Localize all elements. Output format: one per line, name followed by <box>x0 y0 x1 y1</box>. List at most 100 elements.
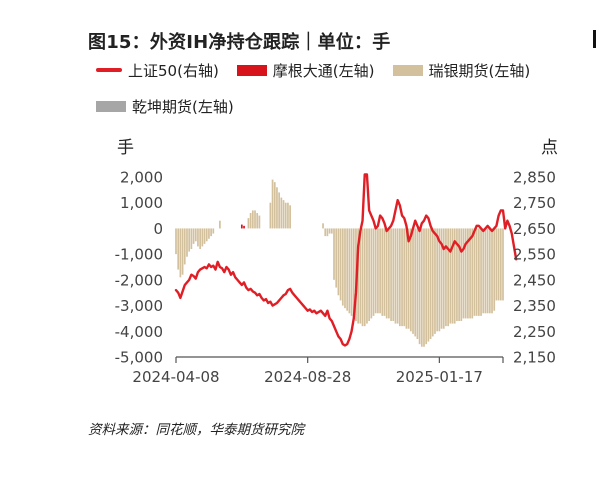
bar-瑞银期货-77 <box>344 228 346 309</box>
bar-瑞银期货-17 <box>212 228 215 234</box>
bar-摩根大通-30 <box>240 224 243 229</box>
bar-瑞银期货-50 <box>284 202 287 229</box>
bar-瑞银期货-16 <box>210 228 212 237</box>
bar-瑞银期货-37 <box>256 213 259 229</box>
bar-瑞银期货-96 <box>385 228 388 319</box>
bar-瑞银期货-10 <box>197 228 199 247</box>
bar-瑞银期货-34 <box>249 213 252 229</box>
bar-瑞银期货-102 <box>399 228 401 327</box>
bar-瑞银期货-130 <box>460 228 463 321</box>
bar-瑞银期货-9 <box>194 228 197 242</box>
y-left-tick-label-6: -4,000 <box>115 323 163 341</box>
bar-瑞银期货-14 <box>205 228 208 242</box>
y-right-tick-label-0: 2,850 <box>513 169 556 187</box>
bar-瑞银期货-5 <box>186 228 188 257</box>
bar-瑞银期货-122 <box>442 228 445 329</box>
bar-瑞银期货-120 <box>438 228 441 332</box>
y-left-tick-label-3: -1,000 <box>115 246 163 264</box>
bar-瑞银期货-143 <box>488 228 491 314</box>
chart-legend: 上证50(右轴) 摩根大通(左轴) 瑞银期货(左轴) 乾坤期货(左轴) <box>96 58 596 118</box>
bar-瑞银期货-125 <box>449 228 452 324</box>
bar-瑞银期货-44 <box>271 179 274 229</box>
bar-瑞银期货-47 <box>278 192 280 229</box>
y-left-tick-label-0: 2,000 <box>120 169 163 187</box>
bar-瑞银期货-101 <box>396 228 399 324</box>
bar-瑞银期货-91 <box>374 228 377 314</box>
bar-瑞银期货-114 <box>425 228 428 345</box>
bar-瑞银期货-109 <box>414 228 417 337</box>
bar-瑞银期货-147 <box>497 228 500 301</box>
bar-瑞银期货-7 <box>190 228 193 249</box>
right-axis-unit: 点 <box>541 138 558 158</box>
y-left-tick-label-1: 1,000 <box>120 194 163 212</box>
bar-瑞银期货-73 <box>335 228 338 288</box>
bar-瑞银期货-46 <box>276 187 278 229</box>
legend-swatch-sse50 <box>96 68 122 72</box>
line-sse50 <box>174 173 518 347</box>
bar-瑞银期货-127 <box>453 228 456 324</box>
y-right-tick-label-3: 2,550 <box>513 246 556 264</box>
legend-label-sse50: 上证50(右轴) <box>128 61 219 80</box>
bar-瑞银期货-20 <box>219 220 221 229</box>
bar-瑞银期货-149 <box>502 228 504 301</box>
bar-瑞银期货-81 <box>352 228 355 319</box>
edge-divider <box>593 30 596 48</box>
bar-瑞银期货-6 <box>188 228 191 252</box>
legend-item-ubs: 瑞银期货(左轴) <box>392 60 531 81</box>
bar-瑞银期货-95 <box>383 228 386 316</box>
bar-瑞银期货-51 <box>287 202 289 229</box>
bar-瑞银期货-139 <box>480 228 482 316</box>
bar-瑞银期货-87 <box>366 228 368 324</box>
legend-swatch-qiankun <box>96 100 126 112</box>
bar-瑞银期货-111 <box>418 228 421 345</box>
bar-瑞银期货-131 <box>462 228 465 319</box>
bar-瑞银期货-148 <box>499 228 502 301</box>
legend-item-qiankun: 乾坤期货(左轴) <box>96 96 234 117</box>
source-note: 资料来源：同花顺，华泰期货研究院 <box>88 422 304 438</box>
bar-瑞银期货-12 <box>201 228 204 247</box>
bar-瑞银期货-43 <box>269 202 272 229</box>
bar-瑞银期货-144 <box>491 228 493 314</box>
bar-瑞银期货-74 <box>337 228 340 296</box>
bar-瑞银期货-75 <box>339 228 342 301</box>
legend-item-jpmorgan: 摩根大通(左轴) <box>236 60 375 81</box>
bar-瑞银期货-83 <box>357 228 360 324</box>
bar-瑞银期货-71 <box>330 228 333 234</box>
bar-瑞银期货-146 <box>495 228 498 301</box>
bar-瑞银期货-70 <box>328 228 331 234</box>
bar-瑞银期货-121 <box>440 228 443 329</box>
bar-瑞银期货-69 <box>326 228 329 237</box>
x-tick-label-1: 2024-08-28 <box>264 368 351 386</box>
bar-瑞银期货-80 <box>350 228 353 316</box>
bar-瑞银期货-35 <box>251 210 254 229</box>
bar-瑞银期货-145 <box>493 228 496 311</box>
bar-瑞银期货-13 <box>203 228 206 244</box>
bar-瑞银期货-105 <box>405 228 408 329</box>
y-left-tick-label-4: -2,000 <box>115 271 163 289</box>
bar-瑞银期货-4 <box>183 228 186 265</box>
bar-瑞银期货-107 <box>409 228 412 332</box>
bar-瑞银期货-3 <box>181 228 184 275</box>
y-right-tick-label-1: 2,750 <box>513 194 556 212</box>
chart-title: 图15：外资IH净持仓跟踪｜单位：手 <box>88 32 391 53</box>
bar-瑞银期货-52 <box>289 205 291 229</box>
bar-瑞银期货-33 <box>247 218 250 229</box>
bar-瑞银期货-86 <box>363 228 366 327</box>
y-right-tick-label-7: 2,150 <box>513 349 556 367</box>
legend-label-ubs: 瑞银期货(左轴) <box>428 61 531 80</box>
bar-瑞银期货-1 <box>177 228 180 270</box>
bar-瑞银期货-15 <box>208 228 210 239</box>
bar-瑞银期货-106 <box>407 228 410 329</box>
legend-swatch-jpmorgan <box>236 64 267 76</box>
bar-瑞银期货-129 <box>458 228 460 321</box>
bar-瑞银期货-0 <box>175 228 177 255</box>
bar-瑞银期货-134 <box>469 228 471 319</box>
y-left-tick-label-7: -5,000 <box>115 349 163 367</box>
legend-row-1: 上证50(右轴) 摩根大通(左轴) 瑞银期货(左轴) <box>96 58 596 82</box>
bar-瑞银期货-88 <box>368 228 370 321</box>
bar-瑞银期货-92 <box>377 228 379 314</box>
y-right-tick-label-4: 2,450 <box>513 271 556 289</box>
bar-瑞银期货-11 <box>199 228 201 249</box>
bar-瑞银期货-48 <box>280 197 283 229</box>
